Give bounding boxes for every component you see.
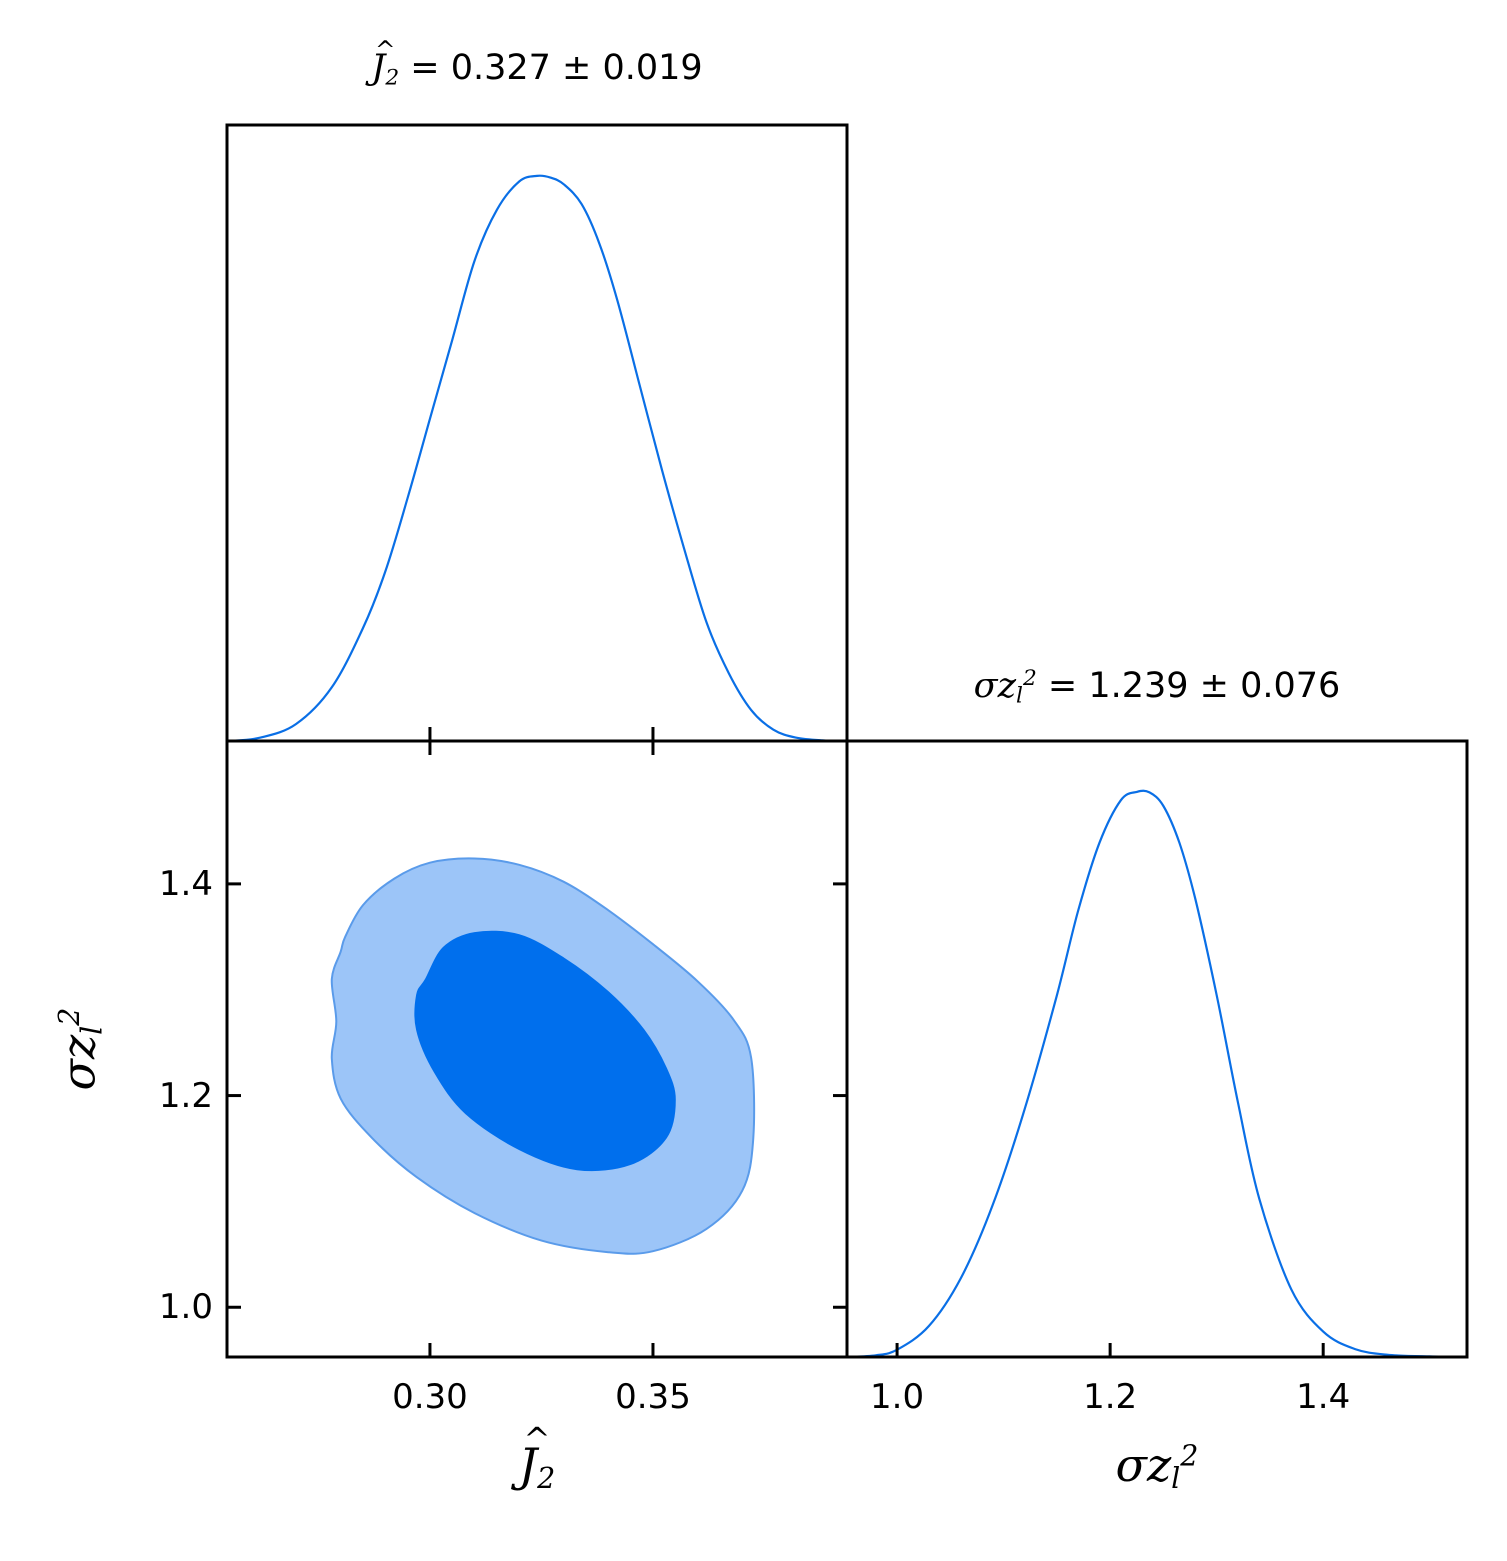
title-j2: J2 = 0.327 ± 0.019: [371, 35, 702, 91]
xtick-label-j2-0: 0.30: [392, 1377, 468, 1417]
panel-frame-top: [225, 123, 849, 743]
xtick-label-sigma-2: 1.4: [1296, 1377, 1351, 1417]
ytick-label-sigma-1: 1.2: [158, 1075, 213, 1116]
ytick-label-sigma-0: 1.0: [158, 1287, 213, 1328]
xtick-label-sigma-0: 1.0: [870, 1377, 925, 1417]
title-sigmaz: σzl2 = 1.239 ± 0.076: [973, 666, 1341, 709]
contour-68: [414, 930, 676, 1172]
ylabel-sigmaz: σzl2: [51, 1007, 109, 1091]
panel-frame-right: [845, 739, 1469, 1359]
xlabel-j2: J2: [519, 1420, 556, 1495]
ytick-label-sigma-2: 1.4: [158, 863, 213, 904]
marginal-curve-sigmaz: [846, 789, 1468, 1359]
xlabel-sigmaz: σzl2: [1115, 1438, 1199, 1496]
xtick-label-sigma-1: 1.2: [1083, 1377, 1138, 1417]
xtick-label-j2-1: 0.35: [615, 1377, 691, 1417]
marginal-curve-j2: [229, 174, 845, 743]
